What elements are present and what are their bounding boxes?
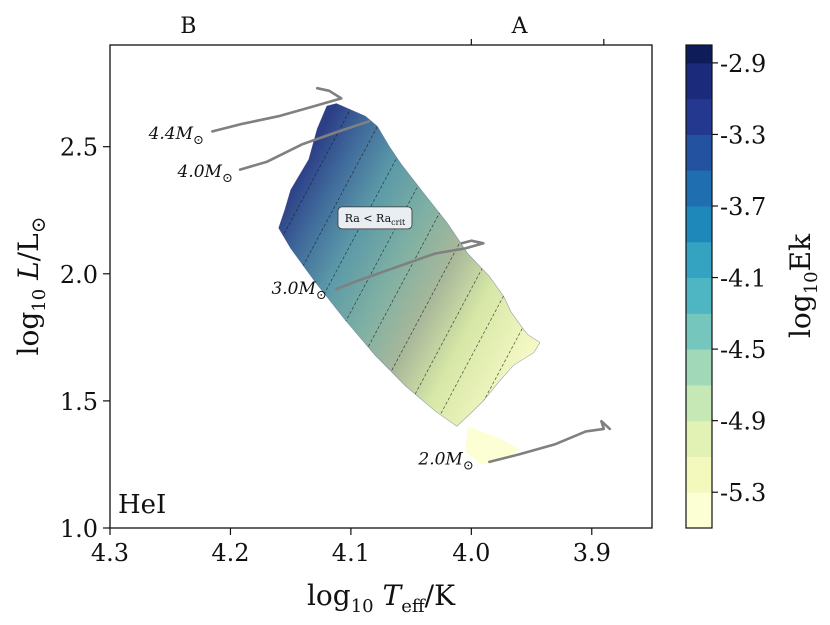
colorbar-band-7	[686, 241, 712, 279]
contour-line-8	[278, 103, 416, 427]
plot-frame	[109, 44, 653, 529]
colorbar-tick-label-4: -4.5	[720, 336, 766, 364]
plot-area	[278, 103, 541, 465]
y-tick-label-1: 1.5	[60, 388, 98, 416]
colorbar-band-1	[686, 456, 712, 493]
contour-line-1	[366, 103, 540, 427]
track-line-2	[335, 239, 485, 291]
track-label-3: 2.0M⊙	[417, 449, 473, 473]
labels: 4.4M⊙ 4.0M⊙ 3.0M⊙ 2.0M⊙ Ra < Racrit HeI log10 …	[12, 124, 474, 617]
colorbar-band-13	[686, 45, 712, 64]
colorbar-band-10	[686, 134, 712, 171]
track-line-3	[488, 419, 612, 464]
colorbar-band-0	[686, 492, 712, 529]
annotation-text: Ra < Racrit	[345, 212, 406, 227]
x-axis-title: log10 Teff/K	[307, 579, 456, 617]
y-axis-title: log10 L/L⊙	[12, 217, 50, 356]
track-label-1: 4.0M⊙	[176, 162, 232, 186]
y-tick-label-0: 1.0	[60, 515, 98, 543]
annotation-box	[337, 206, 413, 230]
x-tick-label-0: 4.3	[91, 539, 129, 567]
x-tick-label-1: 4.2	[211, 539, 249, 567]
contour-line-0	[394, 107, 540, 427]
axes: 4.3 4.2 4.1 4.0 3.9 1.0 1.5 2.0 2.5 B A	[60, 14, 611, 567]
colorbar-band-3	[686, 384, 712, 422]
spectral-class-1: A	[511, 14, 529, 39]
colorbar: -2.9 -3.3 -3.7 -4.1 -4.5 -4.9 -5.3 log10Ek	[685, 44, 822, 529]
colorbar-band-12	[686, 62, 712, 100]
contour-line-7	[278, 103, 444, 427]
colorbar-tick-label-1: -3.3	[720, 121, 766, 149]
ek-region-lower-patch	[465, 426, 520, 465]
colorbar-band-5	[686, 313, 712, 350]
y-tick-label-3: 2.5	[60, 134, 98, 162]
colorbar-title: log10Ek	[784, 233, 822, 338]
spectral-class-0: B	[180, 14, 196, 39]
colorbar-band-11	[686, 98, 712, 135]
colorbar-band-6	[686, 277, 712, 314]
evolutionary-tracks	[211, 86, 612, 464]
contour-line-2	[338, 103, 540, 427]
ek-region	[278, 103, 541, 427]
colorbar-tick-label-0: -2.9	[720, 50, 766, 78]
track-line-1	[238, 120, 371, 171]
colorbar-tick-label-3: -4.1	[720, 265, 766, 293]
x-tick-label-2: 4.1	[332, 539, 370, 567]
panel-label: HeI	[118, 490, 166, 520]
y-tick-label-2: 2.0	[60, 261, 98, 289]
colorbar-tick-label-5: -4.9	[720, 408, 766, 436]
colorbar-band-2	[686, 420, 712, 457]
x-tick-label-3: 4.0	[452, 539, 490, 567]
colorbar-tick-label-6: -5.3	[720, 479, 766, 507]
track-line-0	[211, 86, 343, 133]
colorbar-band-9	[686, 170, 712, 207]
colorbar-frame	[685, 44, 713, 529]
colorbar-tick-label-2: -3.7	[720, 193, 766, 221]
track-label-0: 4.4M⊙	[148, 124, 204, 148]
x-tick-label-4: 3.9	[573, 539, 611, 567]
colorbar-band-4	[686, 349, 712, 386]
colorbar-band-8	[686, 206, 712, 243]
track-label-2: 3.0M⊙	[271, 279, 326, 303]
